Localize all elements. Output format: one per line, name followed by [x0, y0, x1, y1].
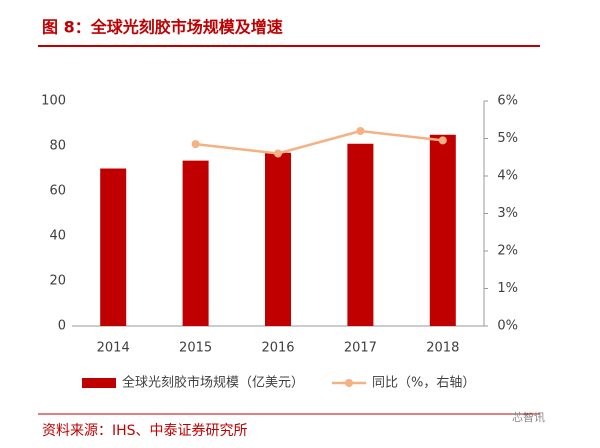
bar [182, 160, 209, 326]
marker [356, 127, 365, 135]
marker [191, 140, 200, 149]
y2-tick-label: 2% [497, 244, 518, 259]
watermark: 芯智讯 [512, 410, 545, 424]
y2-tick-label: 1% [497, 281, 518, 296]
bar [429, 134, 456, 326]
y-tick-label: 100 [41, 94, 66, 109]
bar [100, 168, 127, 326]
y2-tick-label: 3% [497, 206, 518, 221]
y2-tick-label: 0% [497, 319, 518, 334]
bar [347, 143, 374, 326]
y-tick-label: 40 [49, 229, 66, 244]
x-tick-label: 2017 [344, 341, 377, 356]
y2-tick-label: 4% [497, 169, 518, 184]
chart-title: 图 8：全球光刻胶市场规模及增速 [42, 18, 283, 37]
source: 资料来源：IHS、中泰证券研究所 [42, 423, 248, 439]
x-tick-label: 2015 [179, 341, 212, 356]
marker [438, 136, 447, 145]
x-tick-label: 2016 [261, 341, 294, 356]
legend-marker [345, 379, 353, 387]
legend-swatch [82, 378, 116, 388]
marker [274, 149, 282, 158]
x-tick-label: 2018 [426, 341, 459, 356]
y-tick-label: 80 [49, 139, 66, 154]
y2-tick-label: 6% [497, 94, 518, 109]
y-tick-label: 20 [49, 274, 66, 289]
y-tick-label: 60 [49, 184, 66, 199]
y2-tick-label: 5% [497, 131, 518, 146]
y-tick-label: 0 [58, 319, 66, 334]
bar [265, 152, 291, 326]
x-tick-label: 2014 [97, 341, 130, 356]
line [195, 129, 443, 155]
legend-label: 同比（%，右轴） [372, 376, 475, 391]
legend-label: 全球光刻胶市场规模（亿美元） [122, 375, 304, 391]
